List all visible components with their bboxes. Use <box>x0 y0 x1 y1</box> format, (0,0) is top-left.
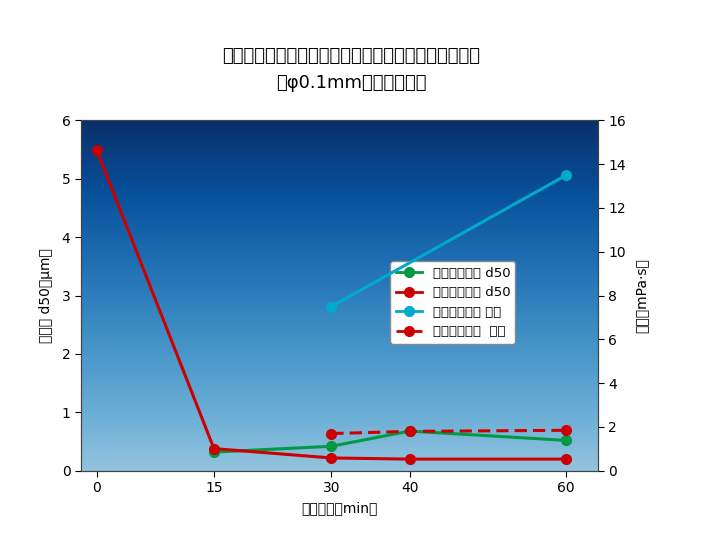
X-axis label: 運転時間（min）: 運転時間（min） <box>301 501 378 515</box>
Y-axis label: 粒子径 d50（μm）: 粒子径 d50（μm） <box>39 248 53 343</box>
Text: （φ0.1mmビーズ使用）: （φ0.1mmビーズ使用） <box>276 74 427 92</box>
Y-axis label: 粘度（mPa·s）: 粘度（mPa·s） <box>634 258 648 333</box>
Legend: 従来分散　　 d50, マイルド分散 d50, 従来分散　　 粘度, マイルド分散  粘度: 従来分散 d50, マイルド分散 d50, 従来分散 粘度, マイルド分散 粘度 <box>390 262 515 344</box>
Text: チタン酸バリウムの分散における粒子径と粘度の変化: チタン酸バリウムの分散における粒子径と粘度の変化 <box>223 47 480 65</box>
